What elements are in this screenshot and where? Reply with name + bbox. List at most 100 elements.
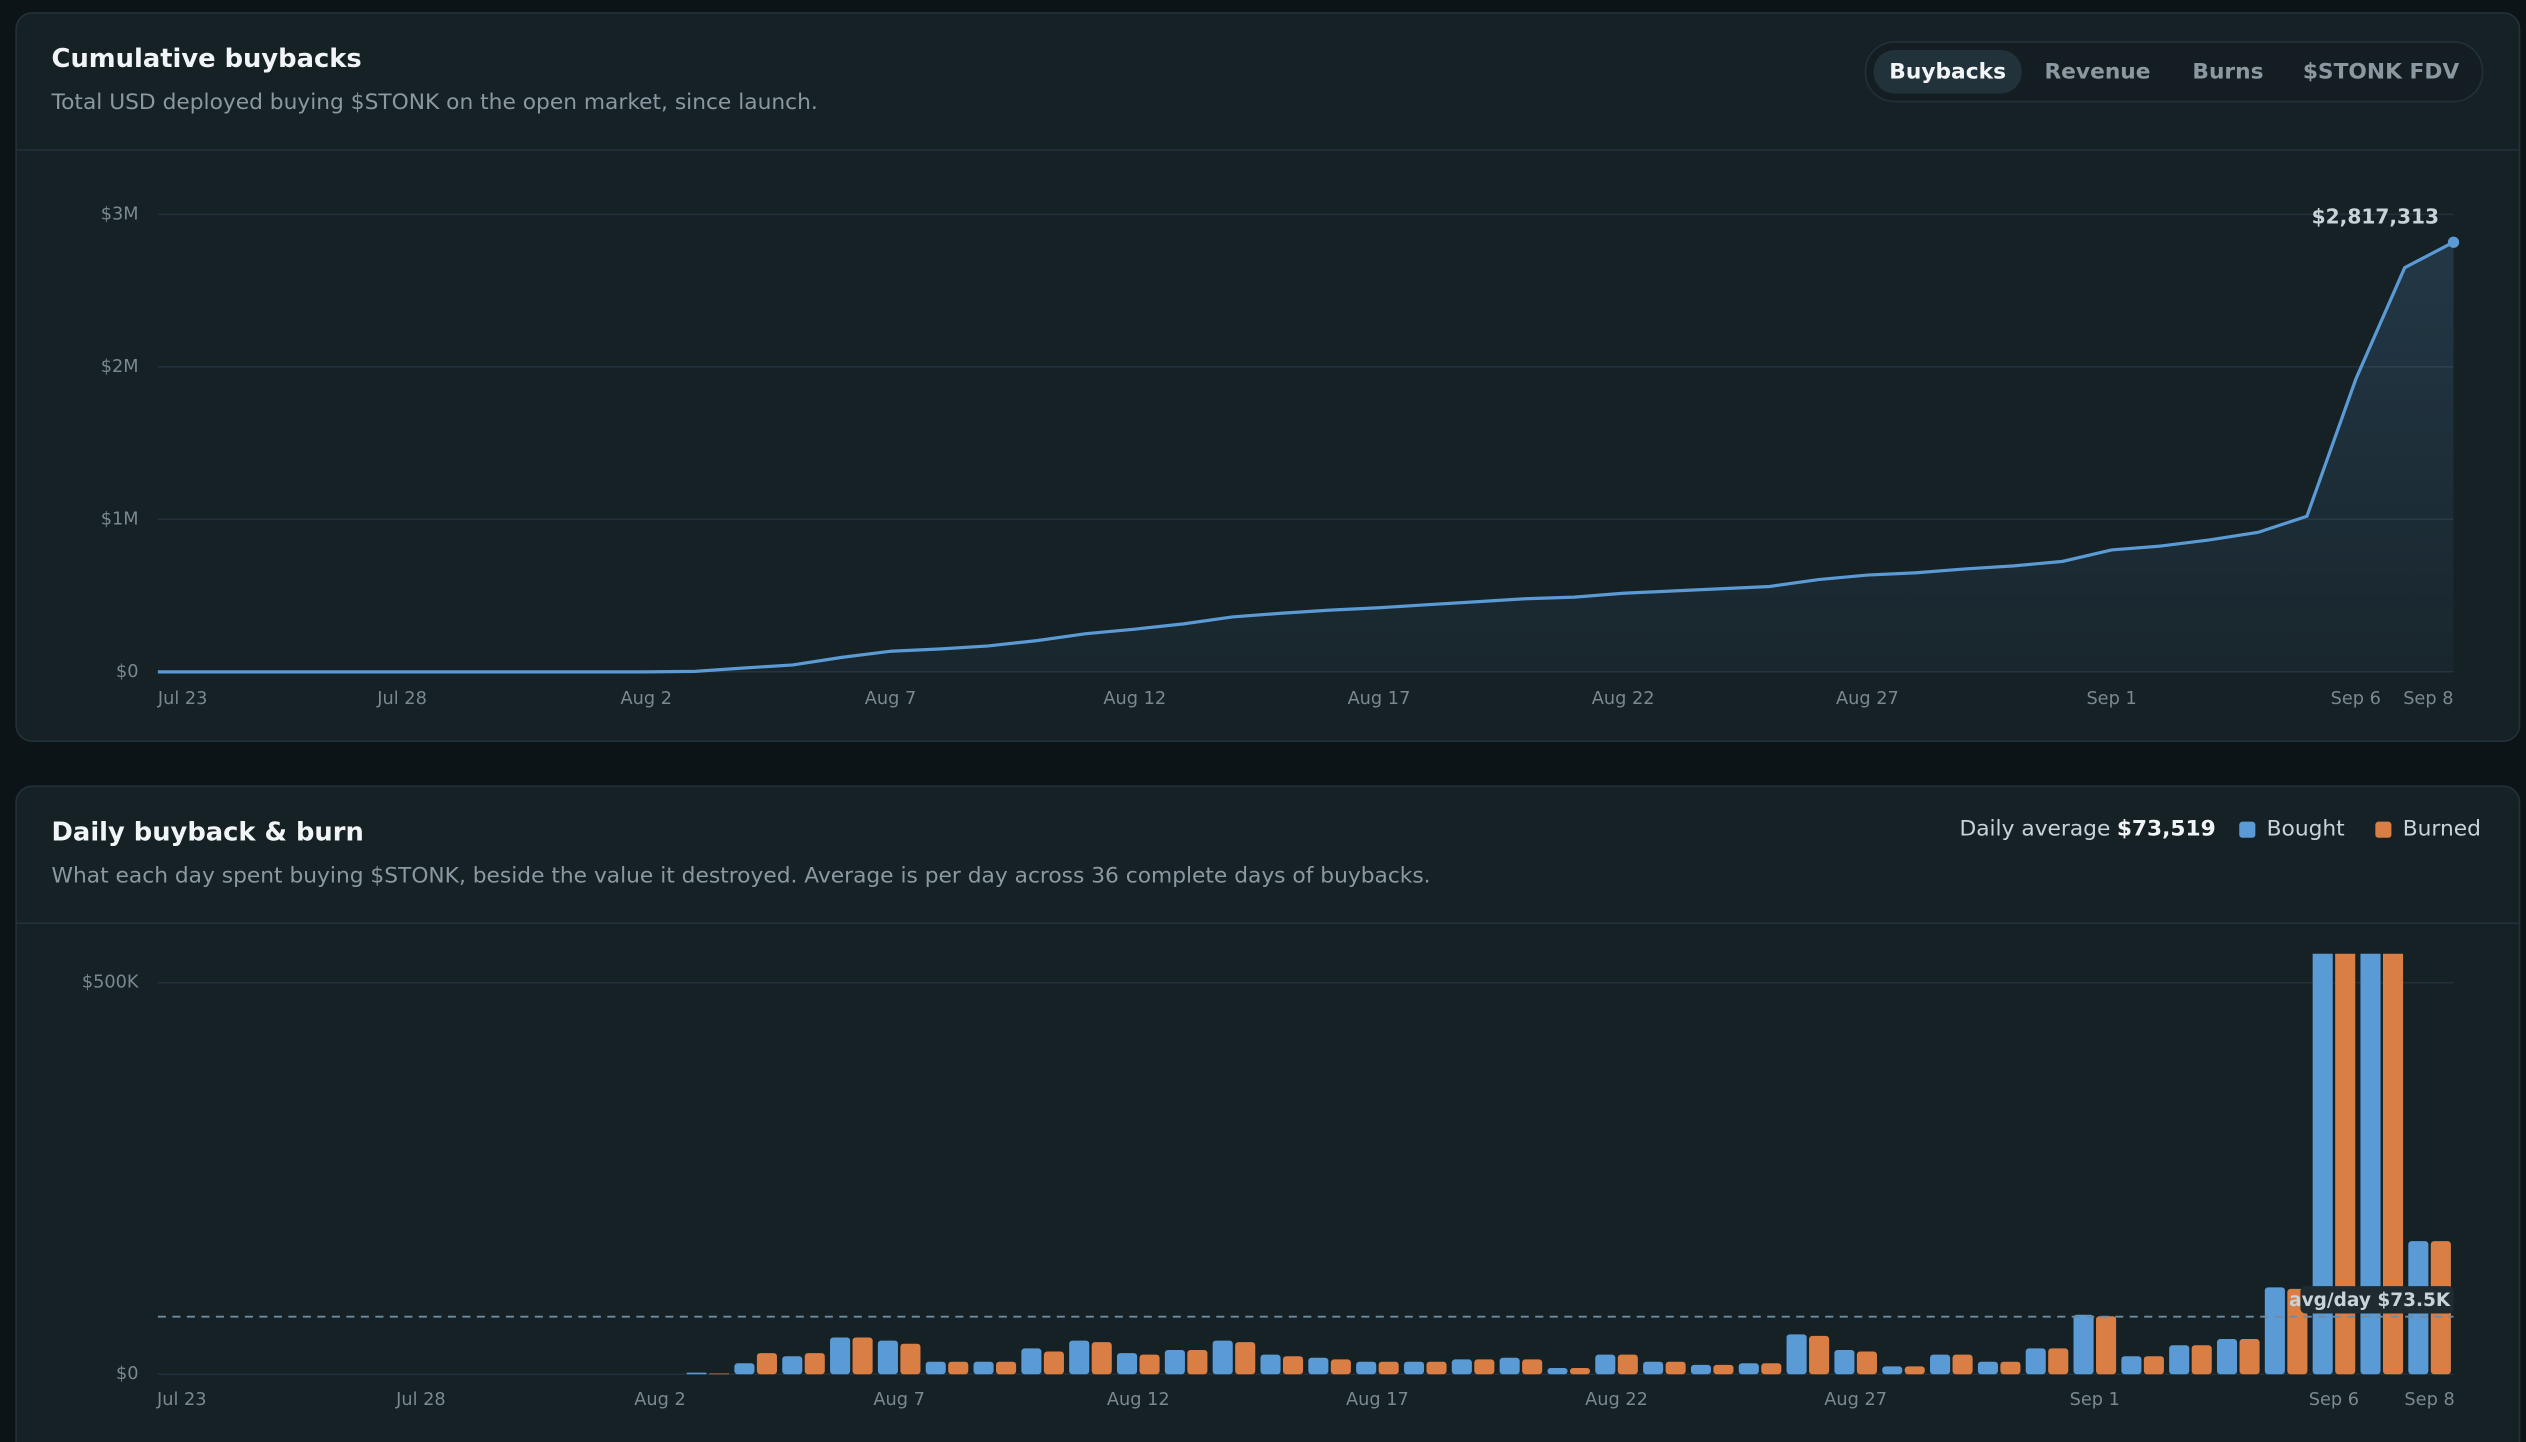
x-tick-label: Aug 17: [1348, 689, 1411, 709]
bar: [1547, 1367, 1568, 1375]
bar: [973, 1361, 994, 1375]
tab-bar: [1864, 41, 2484, 103]
bar: [1977, 1361, 1998, 1375]
bar: [1952, 1354, 1973, 1375]
bar: [900, 1343, 921, 1375]
bar: [1856, 1351, 1877, 1375]
y-tick-label: $3M: [101, 204, 139, 224]
x-tick-label: Jul 23: [157, 689, 208, 709]
y-tick-label: $1M: [101, 509, 139, 529]
x-tick-label: Jul 23: [156, 1390, 207, 1410]
bar: [1786, 1334, 1807, 1375]
bar: [1117, 1353, 1138, 1375]
x-tick-label: Sep 6: [2309, 1390, 2359, 1410]
bar: [1882, 1366, 1903, 1375]
bar: [1738, 1363, 1759, 1375]
bars: [686, 953, 2451, 1375]
panel: [15, 12, 2521, 742]
bar: [2335, 953, 2356, 1375]
x-tick-label: Jul 28: [395, 1390, 446, 1410]
x-tick-label: Aug 27: [1824, 1390, 1887, 1410]
bar: [1499, 1357, 1520, 1375]
tab[interactable]: Revenue: [2044, 60, 2150, 85]
y-tick-label: $0: [116, 662, 139, 682]
bar: [2048, 1348, 2069, 1375]
bar: [1761, 1363, 1782, 1375]
end-label: $2,817,313: [2312, 205, 2439, 229]
bar: [734, 1363, 755, 1375]
bar: [1260, 1354, 1281, 1375]
bar: [1426, 1361, 1447, 1375]
bar: [1451, 1359, 1472, 1375]
x-tick-label: Aug 12: [1103, 689, 1166, 709]
bar: [1690, 1364, 1712, 1375]
bar: [1164, 1349, 1185, 1375]
x-tick-label: Aug 7: [865, 689, 917, 709]
bar: [1378, 1361, 1399, 1375]
bar: [830, 1337, 851, 1375]
x-tick-label: Aug 12: [1107, 1390, 1170, 1410]
bar: [686, 1372, 707, 1375]
bar: [2312, 953, 2333, 1375]
legend-label: Burned: [2403, 817, 2481, 842]
bar: [2360, 953, 2381, 1375]
x-tick-label: Aug 17: [1346, 1390, 1409, 1410]
line: [157, 240, 2455, 674]
bar: [1522, 1359, 1543, 1375]
bar: [1139, 1354, 1160, 1375]
tab[interactable]: $STONK FDV: [2303, 60, 2460, 85]
bar: [1091, 1342, 1112, 1375]
bar: [1665, 1361, 1686, 1375]
tab-active-bg: [1873, 50, 2022, 94]
x-tick-label: Aug 22: [1585, 1390, 1648, 1410]
legend-label: Bought: [2267, 817, 2345, 842]
x-tick-label: Sep 1: [2086, 689, 2136, 709]
x-tick-label: Aug 7: [873, 1390, 925, 1410]
bar: [2096, 1316, 2117, 1375]
bar: [852, 1337, 873, 1375]
bar: [2169, 1345, 2190, 1375]
average-label-bg: [2300, 1286, 2454, 1314]
x-tick-label: Aug 22: [1592, 689, 1655, 709]
bar: [1595, 1354, 1616, 1375]
bar: [709, 1373, 730, 1375]
y-tick-label: $500K: [82, 973, 139, 993]
bar: [1356, 1361, 1377, 1375]
bar: [2191, 1345, 2212, 1375]
x-tick-label: Sep 8: [2404, 1390, 2454, 1410]
chart-subtitle: What each day spent buying $STONK, besid…: [52, 863, 1431, 888]
end-point: [2447, 236, 2460, 248]
bar: [2382, 953, 2404, 1375]
bar: [1403, 1361, 1425, 1375]
bar: [1617, 1354, 1638, 1375]
bar: [2025, 1348, 2046, 1375]
area-fill: [157, 242, 2454, 672]
x-tick-label: Sep 8: [2403, 689, 2453, 709]
average-value: $73,519: [2117, 817, 2216, 842]
bar: [2264, 1287, 2285, 1375]
bar: [1930, 1354, 1951, 1375]
bar: [948, 1361, 969, 1375]
bar: [782, 1356, 803, 1375]
y-tick-label: $0: [116, 1364, 139, 1384]
bar: [2121, 1356, 2142, 1375]
tab[interactable]: Burns: [2192, 60, 2263, 85]
tab[interactable]: Buybacks: [1889, 60, 2006, 85]
x-tick-label: Sep 6: [2331, 689, 2381, 709]
x-tick-label: Aug 27: [1836, 689, 1899, 709]
bar: [1043, 1351, 1064, 1375]
x-tick-label: Aug 2: [634, 1390, 686, 1410]
bar: [1474, 1359, 1495, 1375]
bar: [996, 1361, 1017, 1375]
bar: [2000, 1361, 2021, 1375]
bar: [1834, 1349, 1855, 1375]
x-tick-label: Sep 1: [2070, 1390, 2120, 1410]
bar: [2073, 1314, 2094, 1375]
bar: [877, 1340, 898, 1375]
average-label: avg/day $73.5K: [2289, 1290, 2451, 1311]
legend-swatch: [2239, 821, 2256, 838]
bar: [1713, 1364, 1734, 1375]
panel: [15, 785, 2521, 1442]
